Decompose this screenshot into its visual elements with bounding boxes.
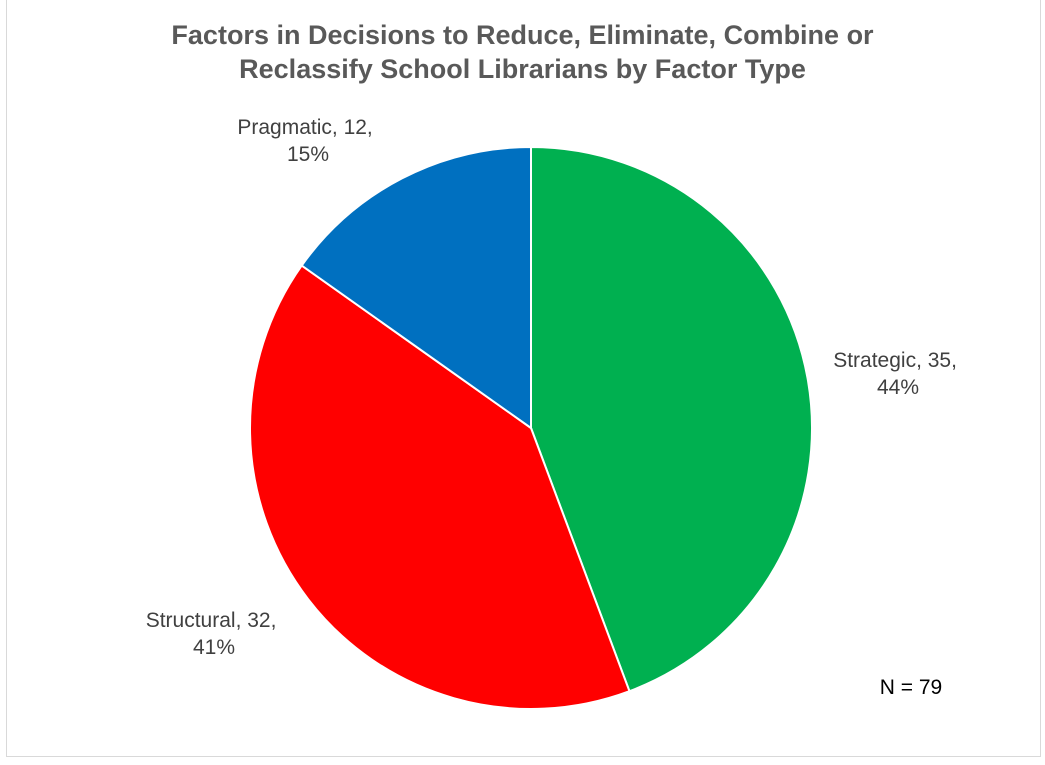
slice-label-pragmatic: Pragmatic, 12, 15% <box>237 116 378 166</box>
slice-label-strategic: Strategic, 35, 44% <box>833 349 963 399</box>
chart-title-line-1: Factors in Decisions to Reduce, Eliminat… <box>171 20 874 50</box>
slice-label-pragmatic-line-1: Pragmatic, 12, <box>237 116 372 139</box>
slice-label-structural-line-2: 41% <box>193 636 235 659</box>
pie-slices <box>249 145 813 710</box>
slice-label-structural: Structural, 32, 41% <box>146 609 283 659</box>
pie-slice-pragmatic <box>300 145 532 430</box>
chart-title-line-2: Reclassify School Librarians by Factor T… <box>239 54 806 84</box>
chart-title: Factors in Decisions to Reduce, Eliminat… <box>0 18 1045 86</box>
slice-label-strategic-line-2: 44% <box>877 376 919 399</box>
pie-slice-structural <box>249 264 631 710</box>
slice-label-strategic-line-1: Strategic, 35, <box>833 349 957 372</box>
pie-slice-strategic <box>530 145 813 693</box>
sample-size-note: N = 79 <box>880 676 942 699</box>
slice-label-structural-line-1: Structural, 32, <box>146 609 277 632</box>
slice-label-pragmatic-line-2: 15% <box>287 143 329 166</box>
